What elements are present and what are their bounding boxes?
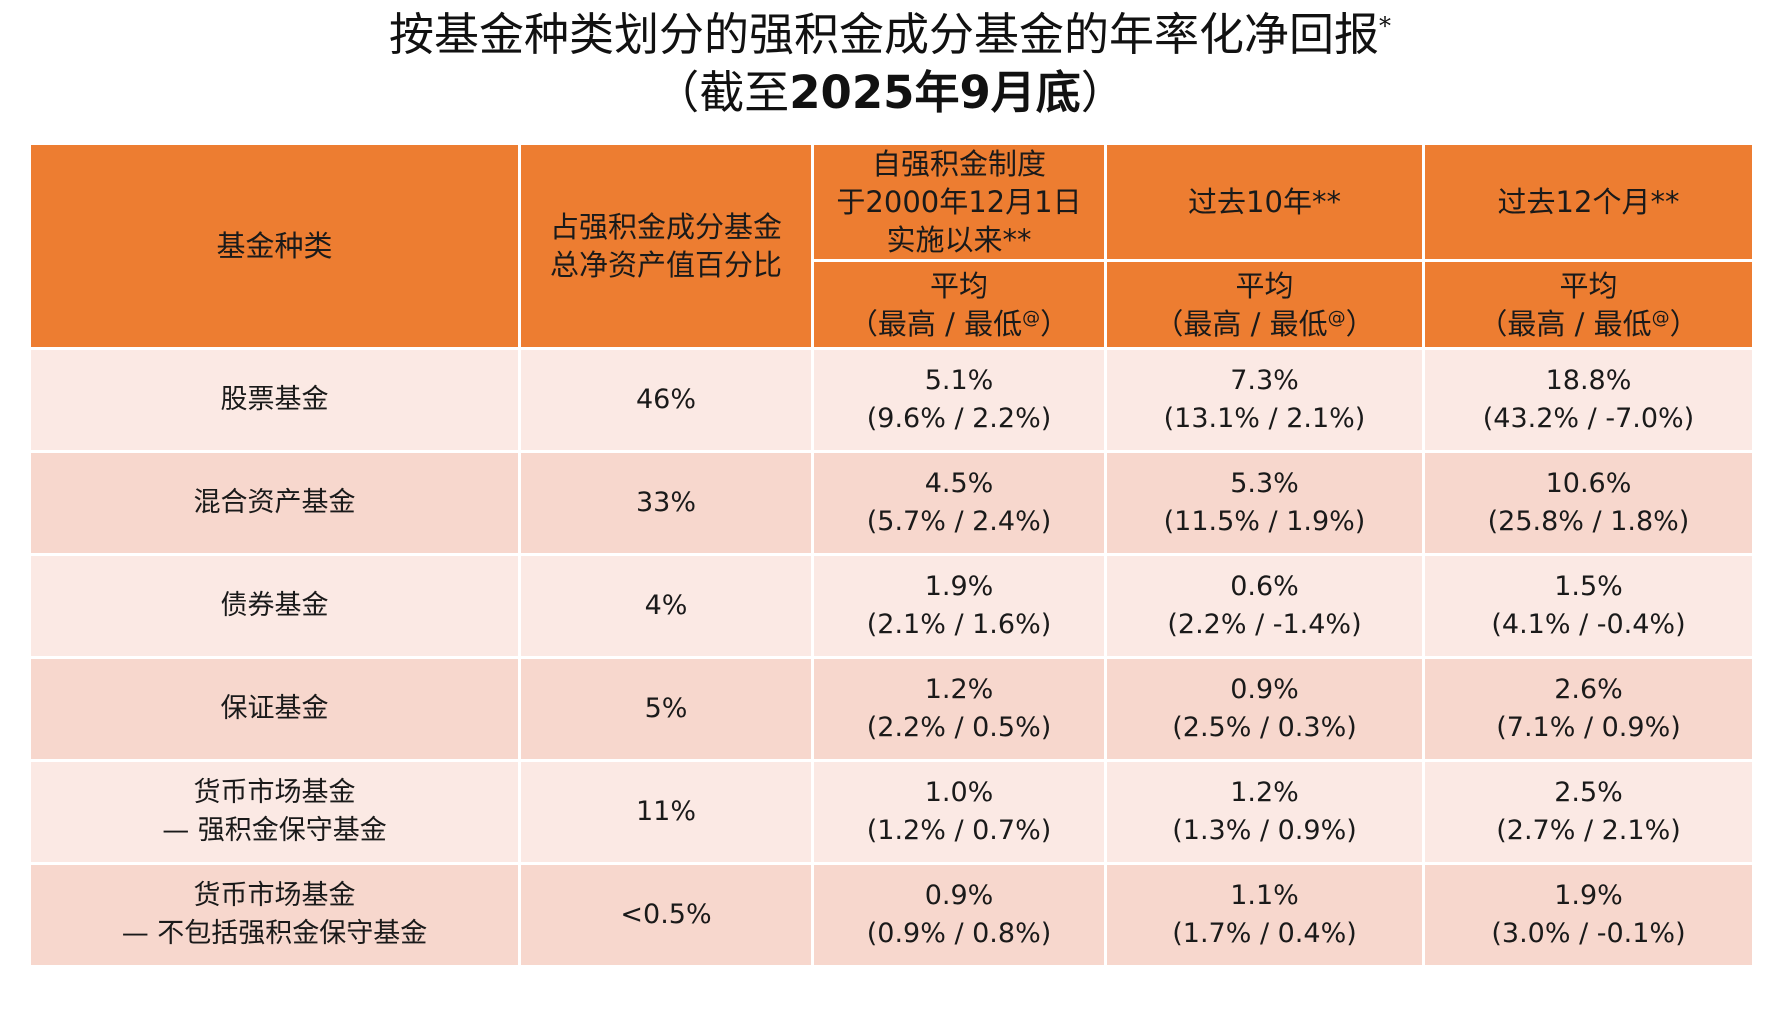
share-cell: 33% [518,450,814,556]
subheader-since-inception: 平均 （最高 / 最低@） [811,259,1107,350]
share-cell: 5% [518,656,814,762]
fund-type-cell: 混合资产基金 [28,450,521,556]
past-10-years-cell: 1.2% (1.3% / 0.9%) [1104,759,1425,865]
header-past-10-years: 过去10年** [1104,142,1425,262]
table-row: 债券基金 4% 1.9% (2.1% / 1.6%) 0.6% (2.2% / -1… [28,553,1755,659]
past-12-months-cell: 2.5% (2.7% / 2.1%) [1422,759,1755,865]
since-inception-cell: 0.9% (0.9% / 0.8%) [811,862,1107,968]
past-12-months-cell: 18.8% (43.2% / -7.0%) [1422,347,1755,453]
table-row: 货币市场基金 — 不包括强积金保守基金 <0.5% 0.9% (0.9% / 0.8… [28,862,1755,968]
subheader-past-12-months: 平均 （最高 / 最低@） [1422,259,1755,350]
fund-type-cell: 货币市场基金 — 强积金保守基金 [28,759,521,865]
subheader-past-10-years: 平均 （最高 / 最低@） [1104,259,1425,350]
past-10-years-cell: 5.3% (11.5% / 1.9%) [1104,450,1425,556]
title-line1: 按基金种类划分的强积金成分基金的年率化净回报* [388,8,1391,61]
share-cell: 11% [518,759,814,865]
since-inception-cell: 1.9% (2.1% / 1.6%) [811,553,1107,659]
past-12-months-cell: 10.6% (25.8% / 1.8%) [1422,450,1755,556]
title-line2: （截至2025年9月底） [654,66,1126,119]
fund-type-cell: 货币市场基金 — 不包括强积金保守基金 [28,862,521,968]
past-10-years-cell: 7.3% (13.1% / 2.1%) [1104,347,1425,453]
header-fund-type: 基金种类 [28,142,521,350]
past-12-months-cell: 2.6% (7.1% / 0.9%) [1422,656,1755,762]
since-inception-cell: 1.0% (1.2% / 0.7%) [811,759,1107,865]
fund-type-cell: 债券基金 [28,553,521,659]
since-inception-cell: 5.1% (9.6% / 2.2%) [811,347,1107,453]
past-10-years-cell: 1.1% (1.7% / 0.4%) [1104,862,1425,968]
header-since-inception: 自强积金制度 于2000年12月1日 实施以来** [811,142,1107,262]
table-row: 保证基金 5% 1.2% (2.2% / 0.5%) 0.9% (2.5% / 0.… [28,656,1755,762]
table-row: 货币市场基金 — 强积金保守基金 11% 1.0% (1.2% / 0.7%) 1.… [28,759,1755,865]
past-12-months-cell: 1.5% (4.1% / -0.4%) [1422,553,1755,659]
fund-type-cell: 股票基金 [28,347,521,453]
share-cell: <0.5% [518,862,814,968]
header-past-12-months: 过去12个月** [1422,142,1755,262]
past-12-months-cell: 1.9% (3.0% / -0.1%) [1422,862,1755,968]
share-cell: 46% [518,347,814,453]
past-10-years-cell: 0.6% (2.2% / -1.4%) [1104,553,1425,659]
header-share-of-nav: 占强积金成分基金 总净资产值百分比 [518,142,814,350]
since-inception-cell: 4.5% (5.7% / 2.4%) [811,450,1107,556]
returns-table: 基金种类 占强积金成分基金 总净资产值百分比 自强积金制度 于2000年12月1… [28,142,1755,968]
fund-type-cell: 保证基金 [28,656,521,762]
table-row: 股票基金 46% 5.1% (9.6% / 2.2%) 7.3% (13.1% / … [28,347,1755,453]
past-10-years-cell: 0.9% (2.5% / 0.3%) [1104,656,1425,762]
table-row: 混合资产基金 33% 4.5% (5.7% / 2.4%) 5.3% (11.5% … [28,450,1755,556]
since-inception-cell: 1.2% (2.2% / 0.5%) [811,656,1107,762]
share-cell: 4% [518,553,814,659]
page-title: 按基金种类划分的强积金成分基金的年率化净回报* （截至2025年9月底） [0,6,1780,122]
